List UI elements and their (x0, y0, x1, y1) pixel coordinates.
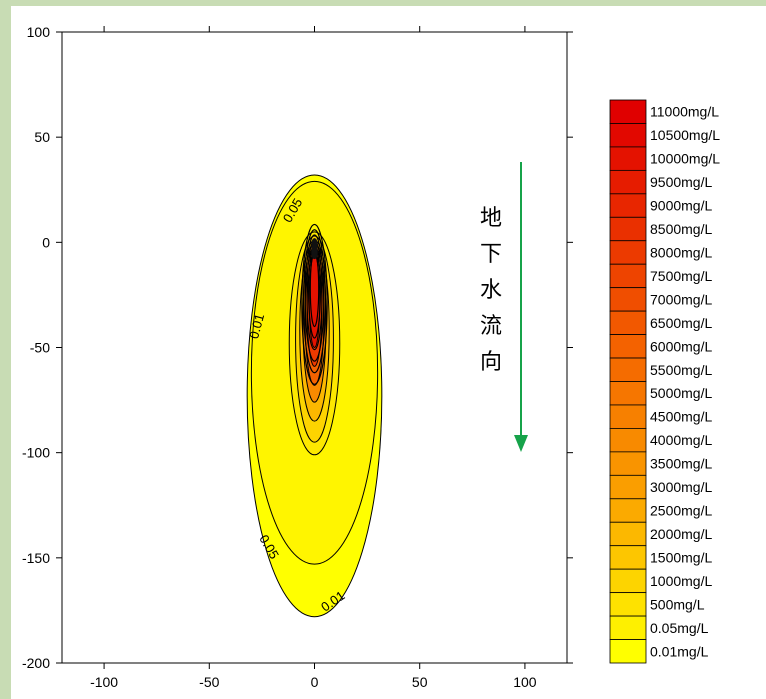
legend-label: 6000mg/L (650, 338, 712, 354)
legend-swatch (609, 216, 647, 242)
legend-swatch (609, 615, 647, 640)
legend-swatch (609, 498, 647, 523)
y-tick-label: -150 (22, 550, 50, 566)
y-tick-label: -50 (30, 340, 50, 356)
legend: 11000mg/L 10500mg/L 10000mg/L 9500mg/L 9000m… (609, 99, 720, 664)
legend-label: 9500mg/L (650, 174, 712, 190)
legend-label: 7000mg/L (650, 291, 712, 307)
legend-label: 8500mg/L (650, 221, 712, 237)
y-tick-label: -100 (22, 445, 50, 461)
legend-swatch (609, 169, 647, 195)
flow-direction-char: 地 (480, 206, 502, 231)
y-tick-label: 50 (34, 129, 50, 145)
legend-label: 5000mg/L (650, 385, 712, 401)
contour-core (301, 223, 328, 385)
x-tick-label: -100 (90, 674, 118, 690)
x-tick-label: 100 (513, 674, 537, 690)
legend-swatch (609, 428, 647, 453)
legend-swatch (609, 310, 647, 335)
top-border-strip (0, 0, 766, 6)
x-tick-label: 0 (311, 674, 319, 690)
legend-swatch (609, 193, 647, 218)
legend-label: 10500mg/L (650, 127, 720, 143)
y-tick-label: 100 (27, 24, 51, 40)
x-tick-label: -50 (199, 674, 219, 690)
legend-swatch (609, 521, 647, 547)
legend-swatch (609, 474, 647, 500)
axes: -100 -50 0 50 100 100 50 0 -50 -100 -150 -200 (22, 24, 573, 690)
y-tick-label: 0 (42, 234, 50, 250)
legend-label: 7500mg/L (650, 268, 712, 284)
legend-swatch (609, 123, 647, 148)
legend-swatch (609, 263, 647, 289)
legend-label: 11000mg/L (650, 104, 719, 120)
legend-label: 2000mg/L (650, 526, 712, 542)
legend-swatch (609, 357, 647, 382)
legend-swatch (609, 404, 647, 429)
source-marker (311, 238, 318, 260)
legend-label: 6500mg/L (650, 315, 712, 331)
legend-label: 4000mg/L (650, 432, 712, 448)
legend-label: 1500mg/L (650, 549, 712, 565)
legend-swatch (609, 568, 647, 594)
legend-label: 2500mg/L (650, 503, 712, 519)
legend-swatch (609, 99, 647, 124)
flow-direction-char: 下 (480, 242, 502, 267)
legend-swatch (609, 240, 647, 265)
legend-label: 5500mg/L (650, 362, 712, 378)
legend-label: 0.05mg/L (650, 620, 709, 636)
legend-label: 8000mg/L (650, 244, 712, 260)
legend-swatch (609, 592, 647, 617)
flow-direction-char: 水 (480, 278, 502, 303)
legend-label: 1000mg/L (650, 573, 712, 589)
flow-direction-char: 向 (480, 350, 502, 375)
legend-swatch (609, 545, 647, 570)
legend-swatch (609, 381, 647, 406)
legend-swatch (609, 334, 647, 359)
flow-arrow-head (514, 435, 528, 452)
legend-label: 9000mg/L (650, 198, 712, 214)
flow-direction-char: 流 (480, 314, 502, 339)
contour-label: 0.01 (246, 312, 267, 340)
left-border-strip (0, 0, 11, 699)
legend-label: 0.01mg/L (650, 643, 709, 659)
legend-label: 3500mg/L (650, 456, 712, 472)
legend-swatch (609, 451, 647, 476)
legend-label: 4500mg/L (650, 409, 712, 425)
y-tick-label: -200 (22, 655, 50, 671)
contour-layer (246, 174, 383, 618)
legend-label: 10000mg/L (650, 151, 720, 167)
legend-swatch (609, 146, 647, 171)
legend-swatch (609, 287, 647, 312)
x-tick-label: 50 (412, 674, 428, 690)
legend-swatch (609, 639, 647, 664)
legend-label: 3000mg/L (650, 479, 712, 495)
legend-label: 500mg/L (650, 596, 705, 612)
